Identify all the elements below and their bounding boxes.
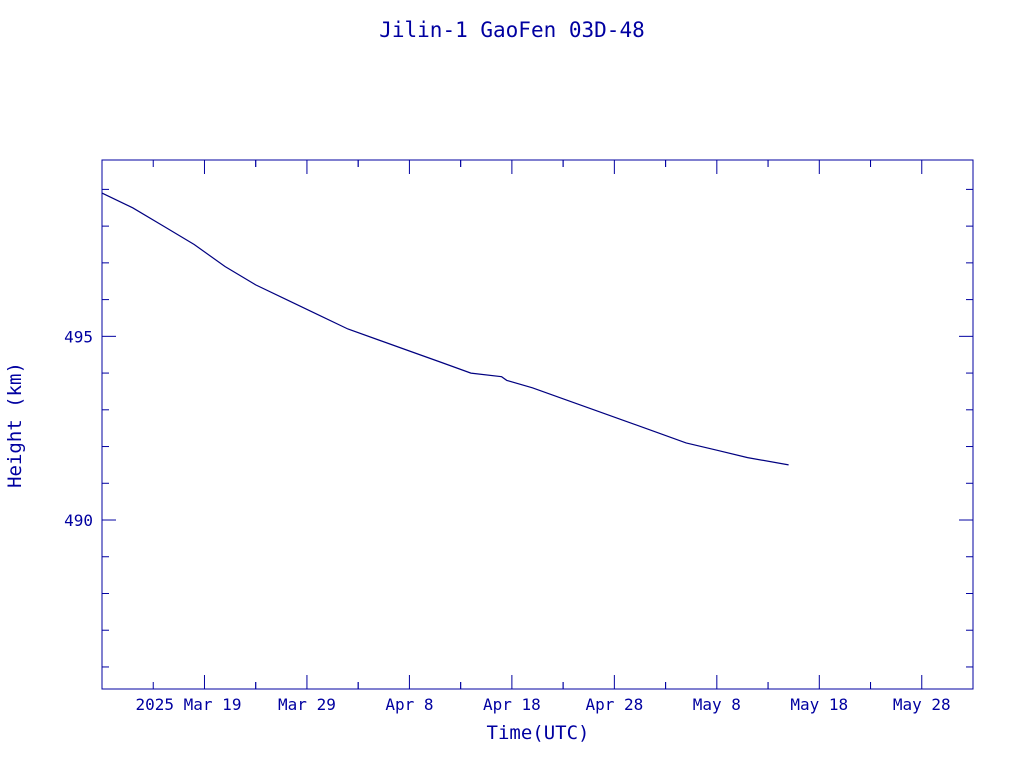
x-tick-label: May 18 (790, 695, 848, 714)
x-axis-label: Time(UTC) (487, 722, 590, 744)
x-tick-labels: 2025 Mar 19 Mar 29 Apr 8 Apr 18 Apr 28 May 8 M… (135, 695, 950, 714)
x-tick-label: Mar 29 (278, 695, 336, 714)
y-axis-label: Height (km) (4, 362, 26, 488)
x-tick-label: May 8 (693, 695, 741, 714)
y-tick-label: 490 (64, 511, 93, 530)
chart-title: Jilin-1 GaoFen 03D-48 (379, 18, 645, 42)
series-line (101, 192, 789, 466)
axis-ticks (102, 160, 973, 689)
x-tick-label: May 28 (893, 695, 951, 714)
y-tick-label: 495 (64, 327, 93, 346)
x-tick-label: Apr 18 (483, 695, 541, 714)
x-tick-label: Apr 28 (585, 695, 643, 714)
x-tick-label: 2025 Mar 19 (135, 695, 241, 714)
x-tick-label: Apr 8 (385, 695, 433, 714)
series-layer (101, 192, 789, 466)
y-tick-labels: 490 495 (64, 327, 93, 530)
plot-frame (101, 159, 974, 690)
